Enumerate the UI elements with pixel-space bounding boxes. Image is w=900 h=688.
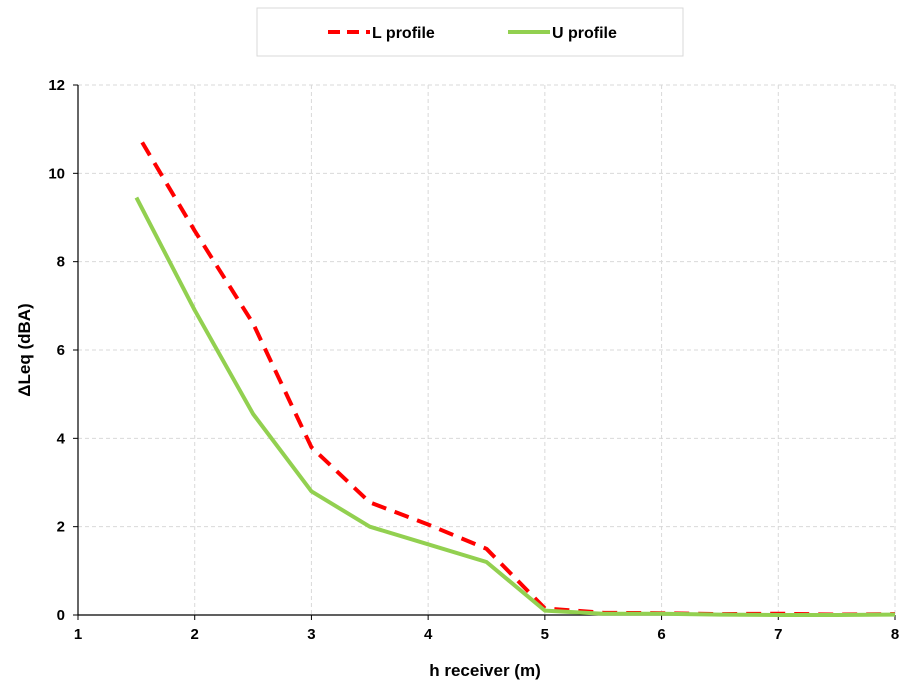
axes [73, 84, 896, 620]
x-tick-label: 8 [891, 626, 899, 643]
y-tick-label: 2 [57, 519, 65, 536]
x-tick-label: 3 [307, 626, 315, 643]
series-line-l-profile [140, 141, 896, 617]
x-tick-label: 2 [191, 626, 199, 643]
series-lines [134, 141, 896, 617]
legend-box [256, 7, 684, 57]
y-tick-label: 4 [57, 430, 66, 447]
x-tick-label: 4 [424, 626, 433, 643]
y-tick-label: 6 [57, 342, 65, 359]
y-axis-title: ΔLeq (dBA) [15, 303, 34, 396]
legend-label-u-profile: U profile [552, 25, 617, 42]
y-tick-label: 10 [48, 165, 65, 182]
x-tick-label: 7 [774, 626, 782, 643]
x-tick-label: 5 [541, 626, 549, 643]
x-axis-title: h receiver (m) [429, 661, 541, 680]
y-tick-label: 0 [57, 607, 65, 624]
legend: L profile U profile [256, 7, 684, 57]
series-line-u-profile [134, 196, 896, 617]
y-tick-label: 8 [57, 254, 65, 271]
x-tick-label: 6 [657, 626, 665, 643]
legend-label-l-profile: L profile [372, 25, 435, 42]
x-tick-label: 1 [74, 626, 82, 643]
y-tick-label: 12 [48, 77, 65, 94]
grid [78, 84, 896, 615]
